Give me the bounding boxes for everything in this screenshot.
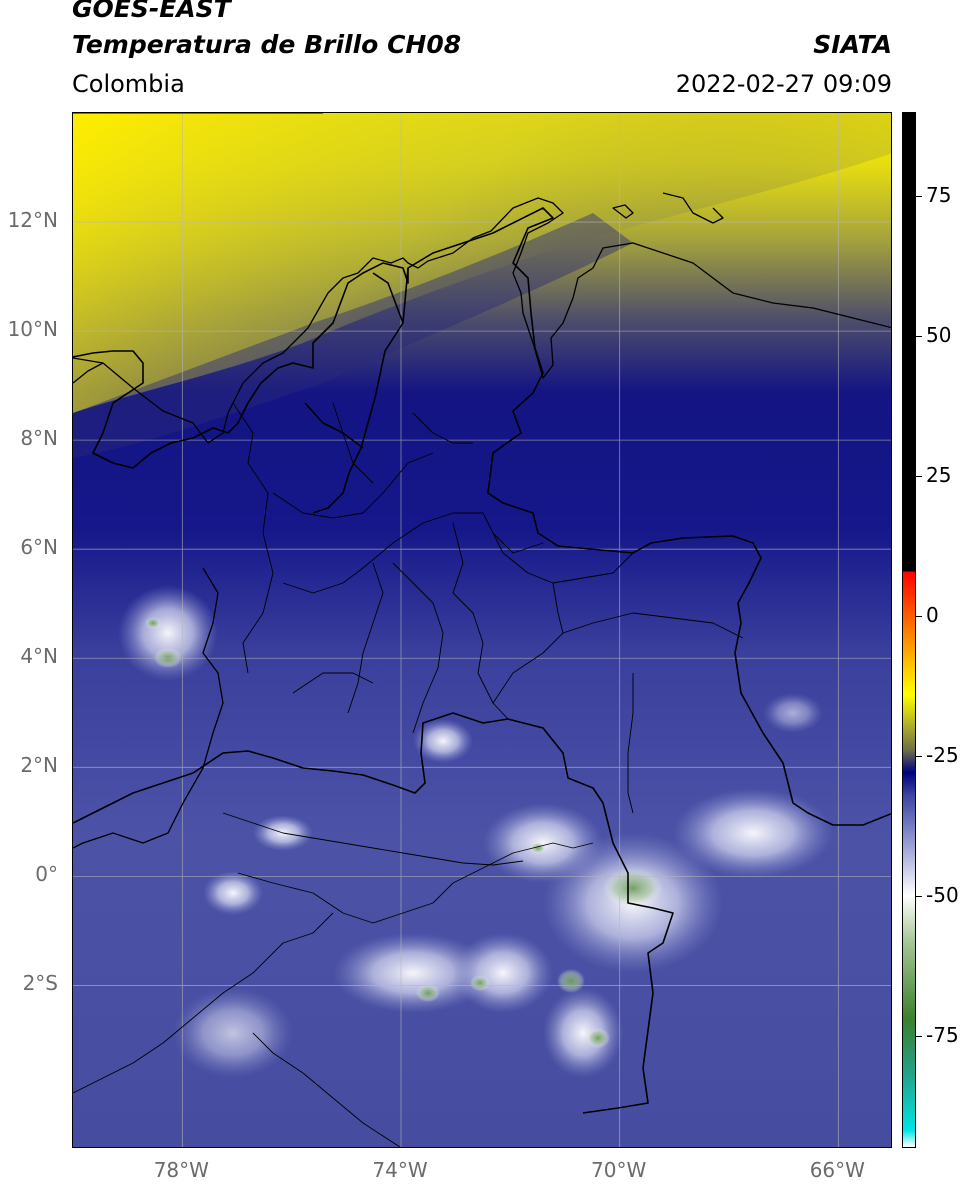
lon-tick-label: 78°W — [153, 1158, 209, 1182]
colorbar-tick-label: 0 — [926, 603, 939, 627]
region-label: Colombia — [72, 70, 185, 98]
mid-level-band — [73, 213, 633, 458]
brightness-temperature-map — [73, 113, 891, 1147]
colorbar-tick-label: -75 — [926, 1023, 959, 1047]
colorbar-tick-mark — [916, 336, 922, 337]
lat-tick-label: 4°N — [20, 644, 58, 669]
colorbar-tick-mark — [916, 1036, 922, 1037]
lat-tick-label: 12°N — [7, 208, 58, 233]
colorbar-tick-label: 25 — [926, 463, 952, 487]
colorbar-tick-label: 75 — [926, 183, 952, 207]
map-panel[interactable] — [72, 112, 892, 1148]
colorbar — [902, 112, 916, 1148]
lat-tick-label: 8°N — [20, 426, 58, 451]
colorbar-tick-mark — [916, 896, 922, 897]
lat-tick-label: 10°N — [7, 317, 58, 342]
lat-tick-label: 2°N — [20, 753, 58, 778]
lat-tick-label: 0° — [35, 862, 58, 887]
datetime-label: 2022-02-27 09:09 — [675, 70, 892, 98]
org-title: SIATA — [813, 30, 892, 59]
graticule — [73, 113, 891, 1147]
colorbar-tick-label: -50 — [926, 883, 959, 907]
colorbar-tick-label: 50 — [926, 323, 952, 347]
country-borders — [73, 207, 891, 1114]
cold-cloud-tops — [145, 617, 663, 1048]
lon-tick-label: 66°W — [809, 1158, 865, 1182]
lon-tick-label: 70°W — [591, 1158, 647, 1182]
lat-tick-label: 6°N — [20, 535, 58, 560]
colorbar-tick-mark — [916, 756, 922, 757]
colorbar-tick-mark — [916, 476, 922, 477]
coastlines — [73, 192, 891, 849]
cloud-cells — [118, 585, 833, 1078]
colorbar-tick-label: -25 — [926, 743, 959, 767]
lon-tick-label: 74°W — [372, 1158, 428, 1182]
department-borders — [73, 113, 744, 1147]
satellite-title: GOES-EAST — [72, 0, 231, 23]
lat-tick-label: 2°S — [22, 971, 58, 996]
product-title: Temperatura de Brillo CH08 — [72, 30, 462, 59]
colorbar-tick-mark — [916, 196, 922, 197]
colorbar-tick-mark — [916, 616, 922, 617]
warm-air-band — [73, 113, 891, 413]
